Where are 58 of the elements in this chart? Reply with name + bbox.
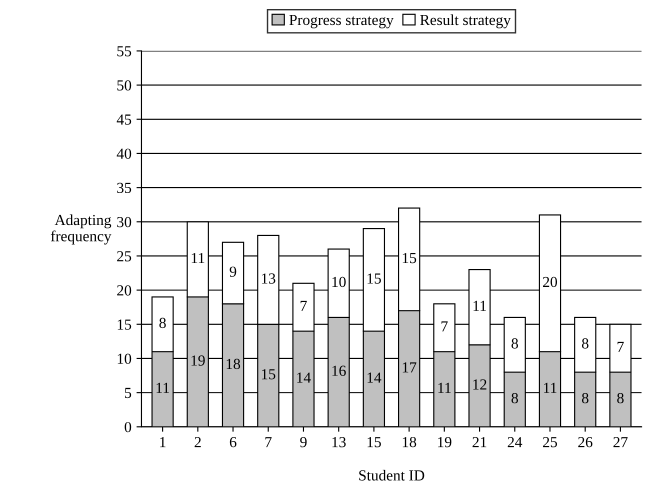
x-tick-label: 2 [194, 437, 201, 448]
x-tick-label: 18 [402, 436, 416, 448]
data-label: 8 [582, 392, 588, 404]
y-tick-label: 15 [118, 320, 132, 330]
y-tick-label: 40 [116, 148, 132, 159]
x-tick-label: 25 [543, 437, 558, 448]
data-label: 20 [543, 276, 558, 288]
y-tick-label: 20 [117, 285, 132, 296]
data-label: 17 [402, 362, 416, 372]
data-label: 15 [402, 252, 416, 264]
y-tick-label: 35 [117, 182, 132, 194]
data-label: 8 [582, 338, 588, 349]
y-tick-label: 25 [117, 251, 132, 262]
x-tick-label: 13 [332, 437, 346, 448]
data-label: 11 [192, 252, 204, 264]
x-tick-label: 6 [230, 437, 236, 448]
x-tick-label: 24 [508, 437, 522, 448]
x-tick-label: 27 [613, 437, 628, 448]
y-tick-label: 55 [117, 46, 132, 56]
y-tick-label: 50 [117, 80, 132, 91]
data-label: 13 [262, 273, 276, 284]
data-label: 12 [473, 379, 486, 390]
x-axis-title: Student ID [359, 470, 424, 481]
x-tick-label: 9 [300, 437, 307, 448]
data-label: 11 [474, 300, 486, 311]
data-label: 11 [544, 382, 556, 393]
data-label: 16 [332, 366, 346, 376]
data-label: 7 [300, 300, 307, 311]
x-tick-label: 21 [472, 437, 486, 448]
data-label: 8 [512, 338, 518, 349]
y-tick-label: 5 [124, 388, 132, 398]
y-tick-label: 30 [117, 216, 132, 228]
x-tick-label: 15 [368, 437, 381, 448]
data-label: 14 [368, 372, 382, 383]
x-tick-label: 1 [160, 437, 166, 448]
data-label: 8 [617, 392, 624, 404]
x-tick-label: 7 [265, 437, 272, 448]
data-label: 14 [297, 372, 311, 383]
legend-label: Progress strategy [289, 14, 394, 28]
data-label: 7 [442, 321, 448, 332]
x-tick-label: 19 [438, 437, 452, 448]
data-label: 18 [226, 358, 240, 370]
data-label: 8 [159, 318, 166, 328]
data-label: 19 [192, 355, 205, 366]
data-label: 8 [512, 392, 518, 404]
data-label: 11 [438, 382, 451, 393]
x-tick-label: 26 [578, 437, 592, 448]
data-label: 10 [332, 276, 346, 288]
data-label: 15 [368, 273, 381, 284]
y-tick-label: 0 [124, 422, 132, 432]
data-label: 9 [230, 266, 236, 277]
data-label: 7 [618, 342, 624, 352]
data-label: 15 [262, 369, 276, 380]
y-tick-label: 45 [116, 114, 132, 125]
y-tick-label: 10 [118, 354, 132, 364]
data-label: 11 [156, 382, 170, 393]
legend-label: Result strategy [420, 14, 511, 28]
y-axis-title: Adapting frequency [50, 214, 112, 245]
